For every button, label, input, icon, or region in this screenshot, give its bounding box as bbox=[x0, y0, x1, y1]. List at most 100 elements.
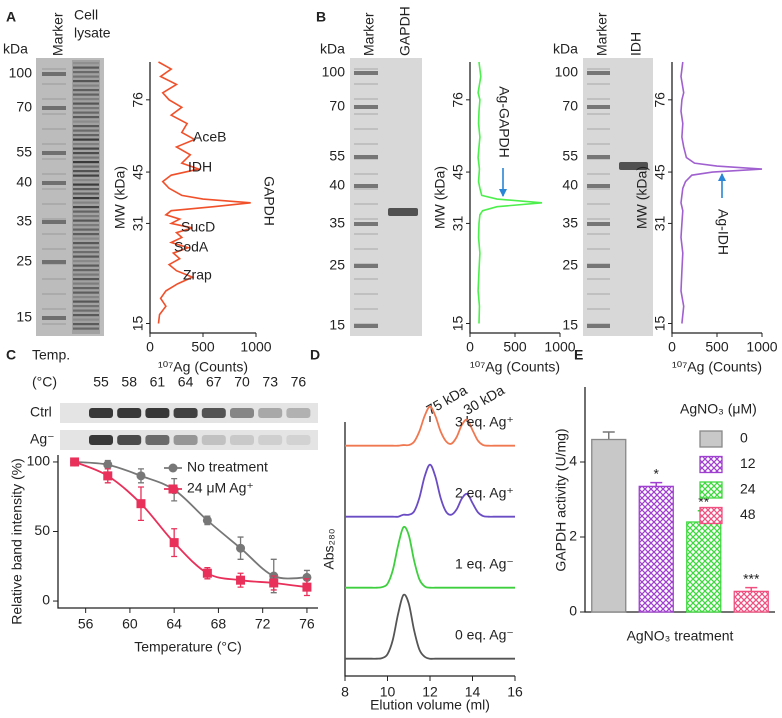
gel-band bbox=[73, 156, 99, 159]
x-tick-label: 1000 bbox=[544, 339, 575, 355]
y-tick-label: 15 bbox=[130, 315, 146, 331]
x-axis-label: ¹⁰⁷Ag (Counts) bbox=[470, 359, 560, 375]
x-tick-label: 1000 bbox=[746, 339, 777, 355]
ladder-band bbox=[587, 233, 610, 235]
ladder-band bbox=[354, 173, 378, 175]
panel-label: A bbox=[6, 9, 16, 25]
ladder-band bbox=[587, 293, 610, 295]
x-tick-label: 64 bbox=[166, 616, 182, 632]
point bbox=[302, 582, 312, 592]
blot-title: Temp. bbox=[32, 347, 70, 363]
ladder-band bbox=[354, 83, 378, 85]
ladder-band bbox=[42, 293, 66, 295]
legend-label: 24 μM Ag⁺ bbox=[187, 480, 254, 496]
ladder-band bbox=[354, 143, 378, 145]
gel-unit: kDa bbox=[320, 41, 345, 57]
ladder-label: 15 bbox=[329, 317, 345, 333]
legend-swatch bbox=[699, 481, 723, 499]
legend-label: No treatment bbox=[187, 459, 268, 475]
gel-band bbox=[73, 62, 99, 65]
gel-band bbox=[73, 251, 99, 254]
ladder-band bbox=[354, 158, 378, 160]
chromatogram-line bbox=[345, 463, 515, 518]
gel-band bbox=[73, 93, 99, 96]
axis bbox=[149, 62, 256, 334]
gel bbox=[350, 58, 422, 336]
gel-band bbox=[73, 134, 99, 137]
ladder-band bbox=[587, 278, 610, 280]
blot-temp: 76 bbox=[291, 374, 307, 390]
annotation: IDH bbox=[188, 159, 212, 175]
trace-line bbox=[157, 61, 251, 324]
ladder-label: 100 bbox=[9, 65, 33, 81]
ladder-band bbox=[42, 113, 66, 115]
blot-temp: 61 bbox=[150, 374, 166, 390]
ladder-band bbox=[354, 128, 378, 130]
point bbox=[202, 515, 212, 525]
y-tick-label: 76 bbox=[130, 92, 146, 108]
legend-swatch bbox=[699, 455, 723, 474]
bar bbox=[686, 521, 722, 613]
ladder-band bbox=[42, 151, 66, 155]
gel-band bbox=[73, 269, 99, 272]
axis bbox=[57, 455, 318, 609]
y-tick-label: 50 bbox=[34, 522, 50, 538]
blot-temp: 64 bbox=[178, 374, 194, 390]
significance: * bbox=[654, 465, 660, 481]
axis bbox=[469, 62, 560, 334]
ladder-band bbox=[587, 188, 610, 190]
point bbox=[103, 471, 113, 481]
blot-temp: 70 bbox=[234, 374, 250, 390]
gel-band bbox=[73, 84, 99, 87]
ladder-label: 55 bbox=[562, 148, 578, 164]
ladder-band bbox=[354, 71, 378, 75]
ladder-band bbox=[354, 113, 378, 115]
gel-band bbox=[73, 309, 99, 312]
x-tick-label: 0 bbox=[668, 339, 676, 355]
gel-band bbox=[73, 183, 99, 186]
ladder-band bbox=[587, 264, 610, 268]
x-tick-label: 56 bbox=[78, 616, 94, 632]
y-axis-label: Abs₂₈₀ bbox=[321, 528, 337, 569]
ladder-band bbox=[42, 173, 66, 175]
gel-band bbox=[73, 296, 99, 299]
bar bbox=[638, 485, 674, 613]
x-tick-label: 72 bbox=[255, 616, 271, 632]
size-marker-label: 75 kDa bbox=[423, 382, 470, 418]
ladder-band bbox=[42, 233, 66, 235]
blot-band bbox=[201, 408, 226, 418]
ladder-band bbox=[587, 155, 610, 159]
trace-line bbox=[477, 61, 543, 324]
x-tick-label: 16 bbox=[507, 684, 523, 700]
ladder-label: 25 bbox=[562, 257, 578, 273]
point bbox=[236, 543, 246, 553]
ladder-band bbox=[354, 278, 378, 280]
lane-header: Cell bbox=[74, 7, 98, 23]
ladder-label: 35 bbox=[16, 213, 32, 229]
y-tick-label: 4 bbox=[569, 453, 577, 469]
ladder-label: 35 bbox=[562, 215, 578, 231]
panel-label: B bbox=[316, 9, 326, 25]
gel-band bbox=[73, 237, 99, 240]
ladder-band bbox=[354, 293, 378, 295]
significance: ** bbox=[698, 493, 709, 509]
gel-band bbox=[73, 138, 99, 141]
annotation: AceB bbox=[193, 129, 226, 145]
point bbox=[70, 457, 80, 467]
gel-band bbox=[73, 282, 99, 285]
blot-band bbox=[201, 435, 226, 445]
y-tick-label: 45 bbox=[450, 164, 466, 180]
ladder-band bbox=[587, 113, 610, 115]
lane-header: Marker bbox=[594, 12, 610, 56]
x-axis-label: ¹⁰⁷Ag (Counts) bbox=[158, 359, 248, 375]
ladder-band bbox=[42, 143, 66, 145]
ladder-band bbox=[354, 218, 378, 220]
legend-swatch bbox=[699, 506, 723, 525]
x-tick-label: 68 bbox=[211, 616, 227, 632]
ladder-band bbox=[587, 184, 610, 188]
gel-band bbox=[73, 143, 99, 146]
y-tick-label: 15 bbox=[450, 315, 466, 331]
y-tick-label: 2 bbox=[569, 528, 577, 544]
annotation: Zrap bbox=[183, 267, 212, 283]
point bbox=[236, 575, 246, 585]
